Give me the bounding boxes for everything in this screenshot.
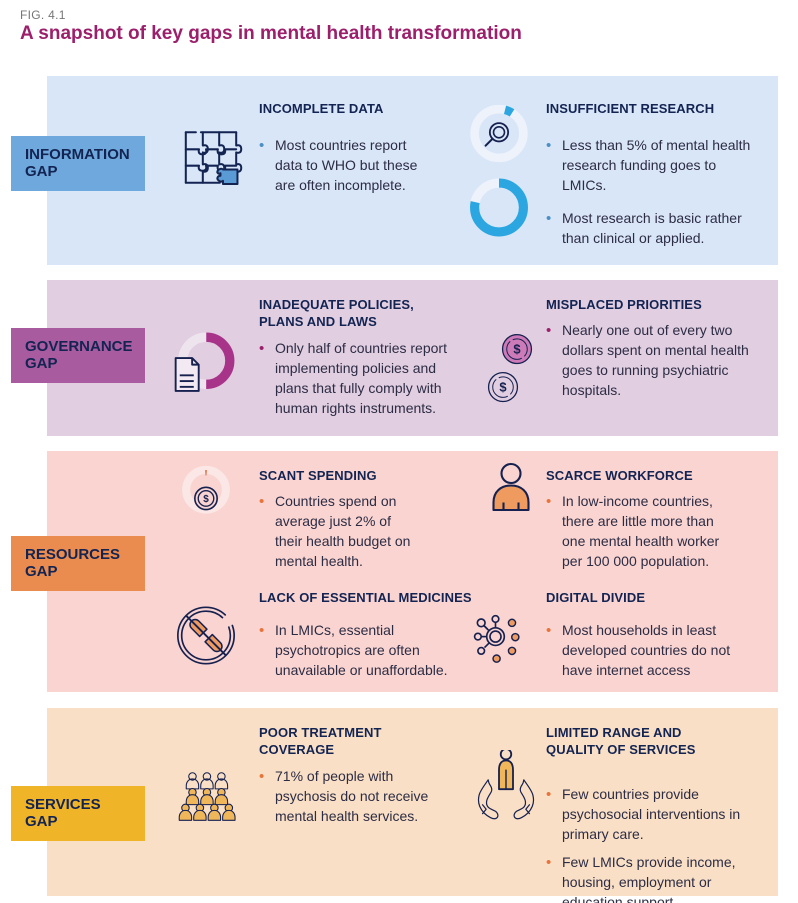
svg-text:$: $ (513, 341, 520, 356)
svg-text:$: $ (203, 494, 209, 505)
svg-text:$: $ (499, 379, 506, 394)
